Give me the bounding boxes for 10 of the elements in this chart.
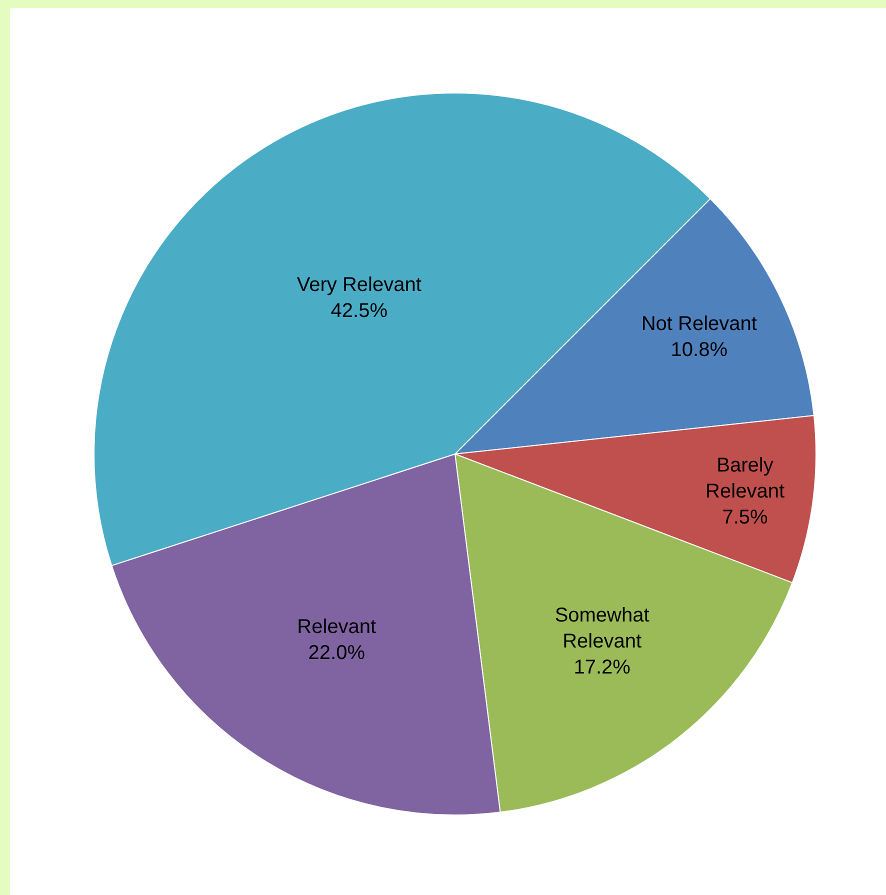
data-label: 22.0% (308, 642, 366, 664)
slice-label: Very Relevant (296, 274, 422, 296)
slice-label: Relevant (297, 616, 377, 638)
data-label: 42.5% (330, 300, 388, 322)
data-label: 17.2% (574, 656, 631, 678)
data-label: 7.5% (722, 506, 768, 529)
slice-label: Barely Relevant (706, 454, 785, 503)
slice-label: Not Relevant (641, 313, 758, 336)
slice-label: Somewhat Relevant (554, 604, 650, 652)
data-label: 10.8% (670, 339, 728, 362)
